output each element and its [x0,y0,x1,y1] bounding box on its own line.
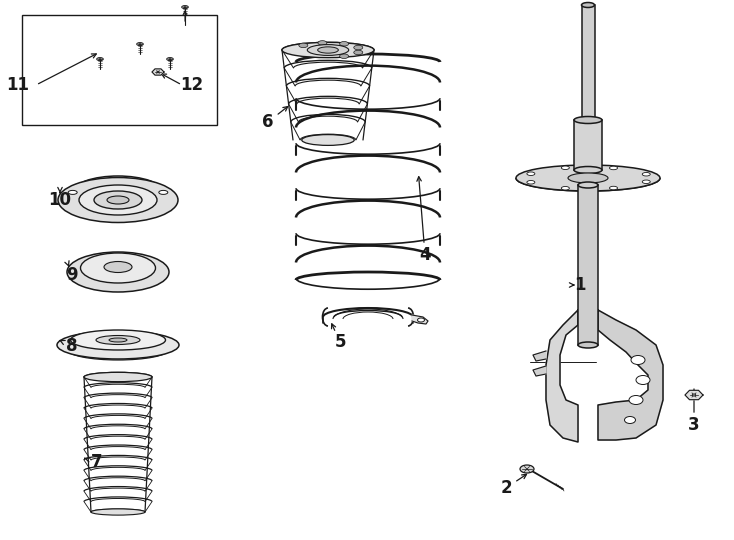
Ellipse shape [97,58,103,60]
Ellipse shape [107,196,129,204]
Ellipse shape [354,45,363,50]
Ellipse shape [67,252,169,292]
Ellipse shape [692,394,696,396]
Text: 1: 1 [574,276,586,294]
Ellipse shape [81,253,156,283]
Ellipse shape [104,261,132,273]
Text: 3: 3 [688,416,700,434]
Text: 7: 7 [91,453,103,471]
Ellipse shape [182,5,189,9]
Text: 12: 12 [181,76,203,94]
Ellipse shape [91,509,145,515]
Ellipse shape [625,416,636,423]
Text: 4: 4 [419,246,431,264]
Polygon shape [152,69,164,75]
Ellipse shape [354,50,363,55]
Text: 9: 9 [66,266,78,284]
Ellipse shape [527,180,535,184]
Polygon shape [412,315,428,324]
Ellipse shape [302,134,355,145]
Ellipse shape [562,186,570,190]
Ellipse shape [340,54,349,58]
Ellipse shape [94,191,142,209]
Ellipse shape [609,166,617,170]
Bar [582,5,595,125]
Ellipse shape [609,186,617,190]
Ellipse shape [157,71,159,73]
Ellipse shape [642,172,650,176]
Bar [574,120,602,170]
Ellipse shape [282,42,374,58]
Ellipse shape [70,330,165,350]
Ellipse shape [68,191,77,194]
Ellipse shape [109,338,127,342]
Ellipse shape [159,191,168,194]
Ellipse shape [568,173,608,183]
Ellipse shape [516,165,660,191]
Ellipse shape [631,355,645,364]
Text: 10: 10 [48,191,71,209]
Polygon shape [533,351,546,361]
Ellipse shape [581,3,595,8]
Polygon shape [546,310,578,442]
Ellipse shape [562,166,570,170]
Ellipse shape [79,185,157,215]
Ellipse shape [308,45,349,56]
Bar [578,185,598,345]
Ellipse shape [340,42,349,46]
Polygon shape [685,390,703,400]
Ellipse shape [57,331,179,359]
Ellipse shape [318,47,338,53]
Ellipse shape [629,395,643,404]
Polygon shape [533,366,546,376]
Ellipse shape [84,372,152,382]
Ellipse shape [299,43,308,48]
Ellipse shape [578,342,598,348]
Text: 2: 2 [500,479,512,497]
Ellipse shape [642,180,650,184]
Ellipse shape [636,375,650,384]
Ellipse shape [574,166,602,173]
Bar [22,15,217,125]
Text: 11: 11 [7,76,29,94]
Text: 5: 5 [334,333,346,351]
Ellipse shape [520,465,534,473]
Ellipse shape [96,335,140,345]
Ellipse shape [137,43,143,45]
Ellipse shape [167,58,173,60]
Ellipse shape [318,40,327,45]
Polygon shape [598,310,663,440]
Ellipse shape [418,318,424,322]
Ellipse shape [527,172,535,176]
Text: 6: 6 [262,113,274,131]
Text: 8: 8 [66,337,78,355]
Ellipse shape [574,117,602,124]
Ellipse shape [578,182,598,188]
Ellipse shape [58,178,178,222]
